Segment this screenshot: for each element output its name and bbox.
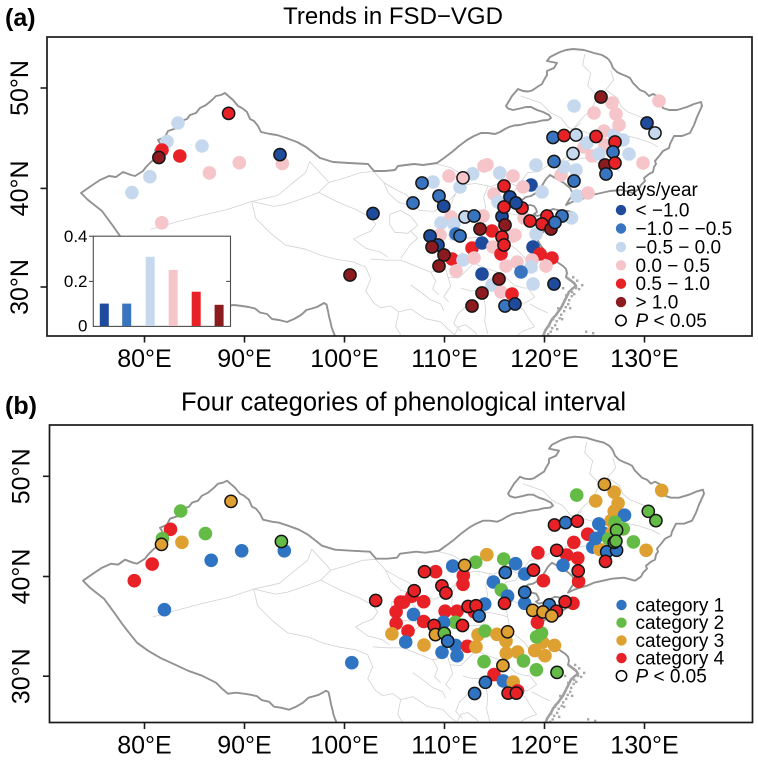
svg-text:days/year: days/year <box>616 180 699 201</box>
svg-text:130°E: 130°E <box>610 345 678 373</box>
svg-text:category 1: category 1 <box>636 596 725 617</box>
svg-text:< −1.0: < −1.0 <box>636 201 690 222</box>
svg-text:P < 0.05: P < 0.05 <box>636 666 707 687</box>
svg-text:120°E: 120°E <box>510 345 578 373</box>
svg-text:(b): (b) <box>5 392 37 420</box>
svg-text:category 4: category 4 <box>636 649 725 670</box>
svg-text:category 3: category 3 <box>636 631 725 652</box>
svg-text:category 2: category 2 <box>636 613 725 634</box>
svg-text:0.2: 0.2 <box>64 272 88 291</box>
svg-text:Four categories of phenologica: Four categories of phenological interval <box>181 389 626 417</box>
svg-text:−1.0 − −0.5: −1.0 − −0.5 <box>636 219 733 240</box>
svg-text:30°N: 30°N <box>6 259 34 315</box>
svg-text:30°N: 30°N <box>8 648 36 704</box>
svg-text:> 1.0: > 1.0 <box>636 293 679 314</box>
svg-text:110°E: 110°E <box>411 732 478 760</box>
svg-text:130°E: 130°E <box>610 732 678 760</box>
svg-text:P < 0.05: P < 0.05 <box>636 311 707 332</box>
svg-text:0.0 − 0.5: 0.0 − 0.5 <box>636 256 710 277</box>
svg-text:110°E: 110°E <box>411 345 478 373</box>
svg-text:50°N: 50°N <box>8 448 36 504</box>
svg-text:−0.5 − 0.0: −0.5 − 0.0 <box>636 237 722 258</box>
svg-text:0: 0 <box>78 317 87 336</box>
svg-text:40°N: 40°N <box>6 160 34 216</box>
svg-text:50°N: 50°N <box>6 60 34 116</box>
svg-text:120°E: 120°E <box>510 732 578 760</box>
svg-text:0.5 − 1.0: 0.5 − 1.0 <box>636 274 710 295</box>
svg-text:90°E: 90°E <box>217 732 271 760</box>
svg-text:(a): (a) <box>5 4 36 32</box>
svg-text:80°E: 80°E <box>117 732 171 760</box>
svg-text:Trends in FSD−VGD: Trends in FSD−VGD <box>283 3 503 30</box>
svg-text:0.4: 0.4 <box>64 227 88 246</box>
svg-text:80°E: 80°E <box>117 345 171 373</box>
svg-text:100°E: 100°E <box>310 732 378 760</box>
svg-text:40°N: 40°N <box>8 549 36 605</box>
svg-text:90°E: 90°E <box>217 345 271 373</box>
svg-text:100°E: 100°E <box>310 345 378 373</box>
